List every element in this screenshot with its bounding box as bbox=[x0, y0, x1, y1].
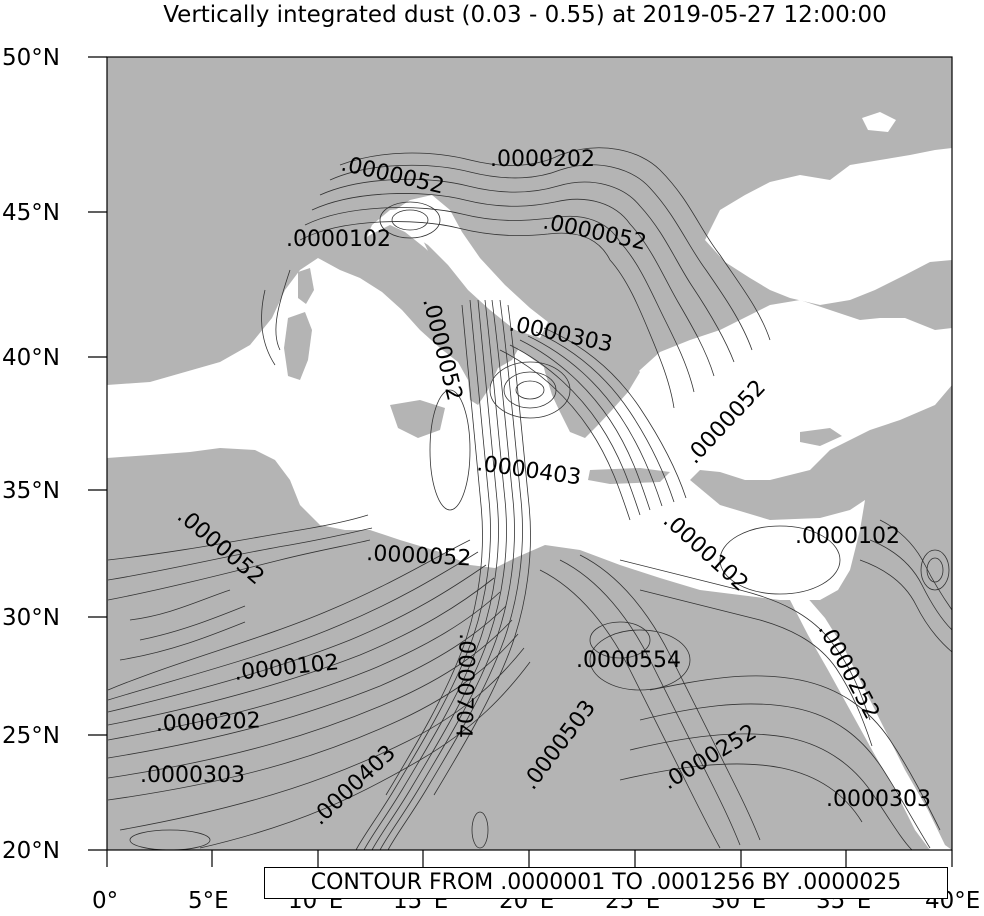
lat-label: 25°N bbox=[2, 723, 60, 749]
lon-ticks bbox=[106, 850, 953, 867]
lat-label: 40°N bbox=[2, 345, 60, 371]
crete bbox=[588, 468, 670, 484]
contour-label: .0000704 bbox=[450, 633, 479, 739]
mediterranean-sea bbox=[107, 208, 952, 600]
contour-label: .0000102 bbox=[286, 227, 391, 252]
lon-label: 0° bbox=[92, 888, 119, 914]
sardinia bbox=[284, 312, 312, 380]
contour-label: .0000303 bbox=[826, 787, 931, 812]
map-title: Vertically integrated dust (0.03 - 0.55)… bbox=[163, 2, 887, 28]
contour-label: .0000554 bbox=[576, 648, 681, 673]
lat-ticks bbox=[88, 56, 107, 851]
red-sea bbox=[790, 595, 952, 850]
lat-label: 20°N bbox=[2, 838, 60, 864]
lat-label: 45°N bbox=[2, 200, 60, 226]
lat-label: 50°N bbox=[2, 45, 60, 71]
adriatic-sea bbox=[388, 195, 548, 338]
contour-label: .0000102 bbox=[795, 524, 900, 549]
greece bbox=[540, 322, 640, 438]
italy bbox=[318, 225, 520, 405]
contour-info-box: CONTOUR FROM .0000001 TO .0001256 BY .00… bbox=[264, 867, 948, 899]
lat-label: 30°N bbox=[2, 605, 60, 631]
contour-label: .0000052 bbox=[366, 541, 472, 571]
contour-label: .0000202 bbox=[155, 708, 261, 737]
lat-label: 35°N bbox=[2, 478, 60, 504]
corsica bbox=[298, 268, 314, 304]
sea-of-azov bbox=[862, 112, 896, 132]
lon-label: 5°E bbox=[188, 888, 229, 914]
contour-label: .0000303 bbox=[140, 763, 245, 788]
contour-label: .0000202 bbox=[490, 147, 595, 172]
dust-contours bbox=[107, 147, 952, 850]
black-sea bbox=[705, 148, 952, 305]
cyprus bbox=[800, 428, 842, 446]
